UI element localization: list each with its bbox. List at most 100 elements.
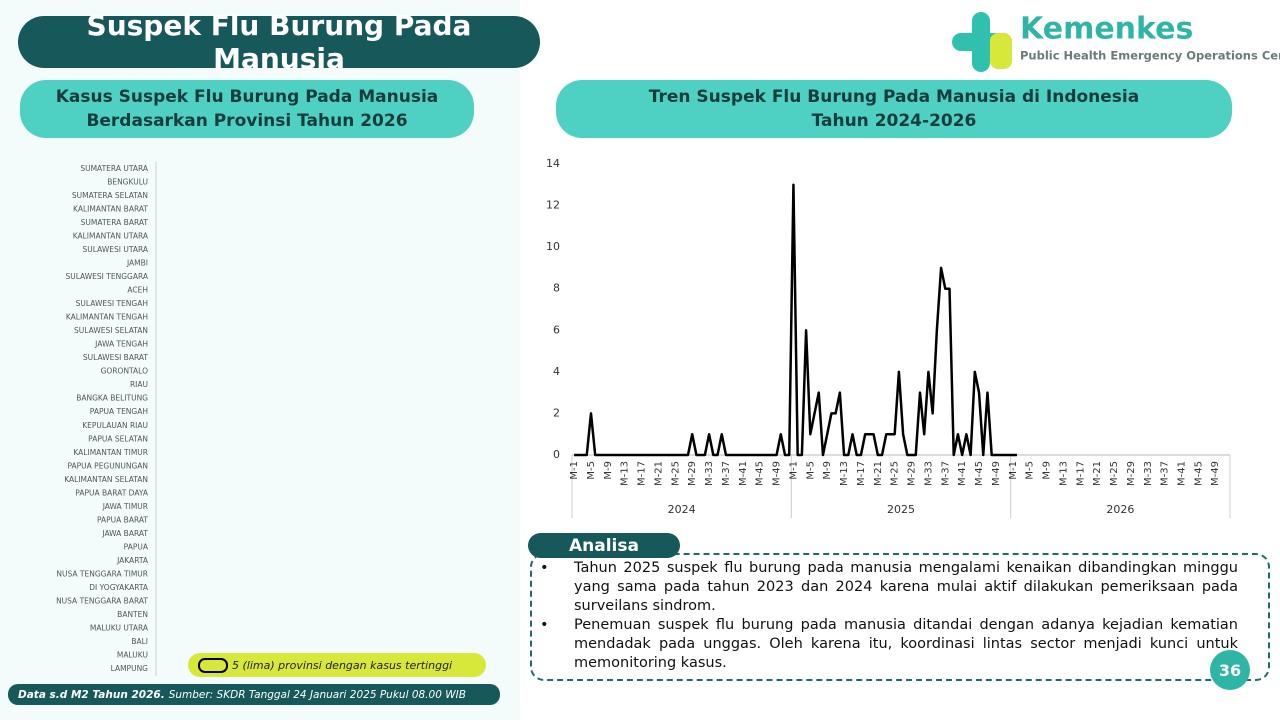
y-tick-label: LAMPUNG: [111, 664, 149, 673]
x-tick-label: M-25: [1109, 461, 1120, 486]
logo-icon: [952, 12, 1012, 72]
y-tick-label: 12: [546, 199, 560, 212]
y-tick-label: NUSA TENGGARA BARAT: [56, 596, 148, 605]
header-line: Berdasarkan Provinsi Tahun 2026: [86, 111, 408, 131]
y-tick-label: RIAU: [130, 380, 148, 389]
y-tick-label: MALUKU: [117, 650, 148, 659]
y-tick-label: PAPUA SELATAN: [88, 434, 148, 443]
y-tick-label: SULAWESI TENGGARA: [65, 272, 148, 281]
x-tick-label: M-17: [637, 461, 648, 486]
y-tick-label: PAPUA BARAT DAYA: [75, 488, 149, 497]
header-line: Kasus Suspek Flu Burung Pada Manusia: [55, 87, 439, 107]
x-tick-label: M-45: [1193, 461, 1204, 486]
y-tick-label: BENGKULU: [107, 178, 148, 187]
group-label: 2025: [887, 503, 915, 516]
x-tick-label: M-5: [805, 461, 816, 480]
header-line: Tren Suspek Flu Burung Pada Manusia di I…: [648, 87, 1140, 107]
bullet: • Tahun 2025 suspek flu burung pada manus…: [540, 560, 1238, 614]
y-tick-label: DI YOGYAKARTA: [89, 583, 149, 592]
group-label: 2024: [668, 503, 696, 516]
x-tick-label: M-5: [1025, 461, 1036, 480]
group-label: 2026: [1106, 503, 1134, 516]
data-note: Data s.d M2 Tahun 2026.: [18, 688, 165, 701]
legend-icon: [198, 657, 228, 673]
x-tick-label: M-21: [653, 461, 664, 486]
y-tick-label: 14: [546, 157, 560, 170]
x-tick-label: M-49: [1210, 461, 1221, 486]
y-tick-label: BANGKA BELITUNG: [76, 394, 148, 403]
y-tick-label: KALIMANTAN SELATAN: [64, 475, 148, 484]
x-tick-label: M-21: [1092, 461, 1103, 486]
x-tick-label: M-5: [586, 461, 597, 480]
bullet-text: Tahun 2025 suspek flu burung pada manusi…: [574, 560, 1238, 614]
y-tick-label: JAMBI: [126, 259, 148, 268]
y-tick-label: PAPUA: [124, 542, 149, 551]
y-tick-label: BANTEN: [117, 610, 148, 619]
y-tick-label: KEPULAUAN RIAU: [82, 421, 148, 430]
x-tick-label: M-9: [603, 461, 614, 480]
x-tick-label: M-17: [856, 461, 867, 486]
y-tick-label: SULAWESI BARAT: [83, 353, 149, 362]
y-tick-label: JAWA BARAT: [101, 529, 148, 538]
x-tick-label: M-29: [687, 461, 698, 486]
x-tick-label: M-1: [1008, 461, 1019, 480]
footer: Data s.d M2 Tahun 2026. Sumber: SKDR Tang…: [8, 684, 500, 705]
analysis-text: • Tahun 2025 suspek flu burung pada manus…: [540, 559, 1238, 673]
x-tick-label: M-37: [721, 461, 732, 486]
x-tick-label: M-33: [1143, 461, 1154, 486]
x-tick-label: M-37: [940, 461, 951, 486]
x-tick-label: M-25: [890, 461, 901, 486]
x-tick-label: M-13: [1058, 461, 1069, 486]
y-tick-label: KALIMANTAN UTARA: [73, 232, 149, 241]
x-tick-label: M-9: [822, 461, 833, 480]
y-tick-label: SUMATERA BARAT: [81, 218, 149, 227]
header-line: Tahun 2024-2026: [811, 111, 977, 131]
bullet-text: Penemuan suspek flu burung pada manusia …: [574, 617, 1238, 671]
analysis-title: Analisa: [528, 533, 680, 558]
y-tick-label: 10: [546, 240, 560, 253]
y-tick-label: SULAWESI UTARA: [83, 245, 149, 254]
bullet: • Penemuan suspek flu burung pada manusia…: [540, 617, 1238, 671]
x-tick-label: M-41: [957, 461, 968, 486]
x-tick-label: M-21: [873, 461, 884, 486]
y-tick-label: 6: [553, 323, 560, 336]
y-tick-label: ACEH: [127, 286, 148, 295]
trend-line: [574, 183, 1017, 457]
analysis-box: [530, 553, 1270, 681]
y-tick-label: 0: [553, 448, 560, 461]
y-tick-label: JAWA TENGAH: [94, 340, 148, 349]
x-tick-label: M-45: [755, 461, 766, 486]
y-tick-label: GORONTALO: [101, 367, 148, 376]
legend-text: 5 (lima) provinsi dengan kasus tertinggi: [232, 658, 453, 672]
y-tick-label: JAKARTA: [116, 556, 149, 565]
y-tick-label: 2: [553, 406, 560, 419]
y-tick-label: PAPUA BARAT: [97, 515, 148, 524]
y-tick-label: 8: [553, 282, 560, 295]
legend-note: 5 (lima) provinsi dengan kasus tertinggi: [188, 653, 486, 677]
y-tick-label: MALUKU UTARA: [90, 623, 149, 632]
logo-subtitle: Public Health Emergency Operations Cente…: [1020, 49, 1280, 63]
y-tick-label: PAPUA PEGUNUNGAN: [67, 461, 148, 470]
bar-panel-header: Kasus Suspek Flu Burung Pada Manusia Ber…: [20, 80, 474, 138]
y-tick-label: KALIMANTAN TIMUR: [73, 448, 148, 457]
x-tick-label: M-13: [839, 461, 850, 486]
x-tick-label: M-1: [788, 461, 799, 480]
y-tick-label: JAWA TIMUR: [102, 502, 148, 511]
x-tick-label: M-45: [974, 461, 985, 486]
y-tick-label: SULAWESI TENGAH: [76, 299, 148, 308]
x-tick-label: M-33: [923, 461, 934, 486]
x-tick-label: M-49: [772, 461, 783, 486]
x-tick-label: M-41: [738, 461, 749, 486]
y-tick-label: KALIMANTAN TENGAH: [66, 313, 148, 322]
x-tick-label: M-37: [1160, 461, 1171, 486]
line-panel-header: Tren Suspek Flu Burung Pada Manusia di I…: [556, 80, 1232, 138]
source: Sumber: SKDR Tanggal 24 Januari 2025 Puk…: [168, 688, 466, 701]
y-tick-label: PAPUA TENGAH: [90, 407, 148, 416]
page-number: 36: [1210, 650, 1250, 690]
x-tick-label: M-1: [569, 461, 580, 480]
x-tick-label: M-9: [1042, 461, 1053, 480]
x-tick-label: M-29: [1126, 461, 1137, 486]
